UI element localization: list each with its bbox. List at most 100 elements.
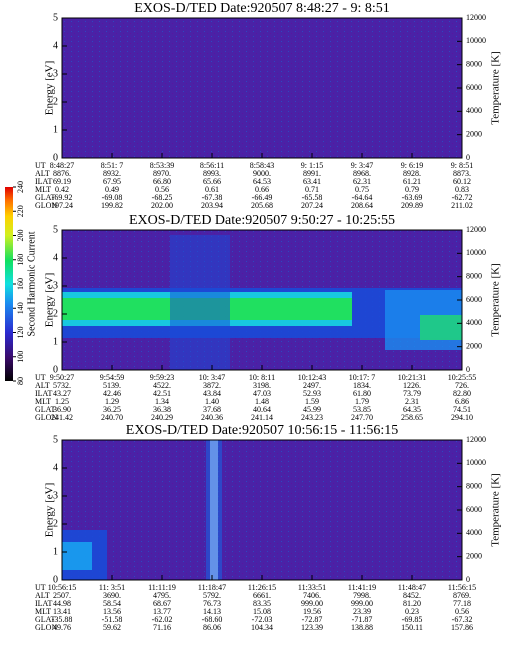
y2-tick-label: 6000 [466,505,482,514]
table-cell: 1226. [403,381,421,390]
table-cell: 14.13 [203,607,221,616]
table-cell: 8452. [403,591,421,600]
y-axis-label: Energy [eV] [44,483,56,537]
table-cell: -62.72 [452,193,473,202]
y2-tick-label: 0 [466,575,470,584]
table-cell: 36.25 [103,405,121,414]
table-cell: 150.11 [401,623,423,632]
table-cell: 11:11:19 [148,583,176,592]
table-cell: -63.69 [402,193,423,202]
table-cell: 1.79 [355,397,369,406]
table-cell: 11:26:15 [248,583,276,592]
table-cell: 0.79 [405,185,419,194]
table-cell: 66.80 [153,177,171,186]
table-cell: 294.10 [451,413,473,422]
table-cell: 10:21:31 [398,373,426,382]
table-cell: 9:54:59 [100,373,124,382]
table-cell: 8:48:27 [50,161,74,170]
table-cell: 4522. [153,381,171,390]
table-cell: -64.64 [352,193,373,202]
table-cell: 10:12:43 [298,373,326,382]
table-cell: 23.39 [353,607,371,616]
intensity-region [420,315,462,340]
table-cell: 64.35 [403,405,421,414]
y2-tick-label: 8000 [466,59,482,68]
table-cell: 138.88 [351,623,373,632]
table-cell: 0.71 [305,185,319,194]
table-cell: 13.41 [53,607,71,616]
row-label: GLAT [35,405,56,414]
table-cell: 43.27 [53,389,71,398]
y-tick-label: 5 [53,224,58,235]
table-cell: 82.80 [453,389,471,398]
table-cell: 4795. [153,591,171,600]
y2-axis-label: Temperature [K] [490,263,502,336]
table-cell: 86.06 [203,623,221,632]
colorbar-tick-label: 100 [16,351,25,363]
table-cell: -68.25 [152,193,173,202]
table-cell: 73.79 [403,389,421,398]
table-cell: 60.12 [453,177,471,186]
table-cell: 0.56 [155,185,169,194]
table-cell: 8:58:43 [250,161,274,170]
y-tick-label: 0 [53,152,58,163]
table-cell: 0.42 [55,185,69,194]
y-tick-label: 4 [53,462,58,473]
y2-tick-label: 8000 [466,271,482,280]
table-cell: 9: 3:47 [351,161,373,170]
y2-axis-label: Temperature [K] [490,473,502,546]
table-cell: -62.02 [152,615,173,624]
panel-title: EXOS-D/TED Date:920507 9:50:27 - 10:25:5… [129,213,395,228]
table-cell: 202.00 [151,201,173,210]
table-cell: 68.67 [153,599,171,608]
y2-tick-label: 2000 [466,551,482,560]
table-cell: 2497. [303,381,321,390]
intensity-region [206,440,222,580]
table-cell: 8968. [353,169,371,178]
row-label: ALT [35,591,50,600]
table-cell: 6661. [253,591,271,600]
table-cell: 9: 6:19 [401,161,423,170]
colorbar-tick-label: 200 [16,230,25,242]
table-cell: 197.24 [51,201,73,210]
row-label: GLON [35,623,57,632]
table-cell: 44.98 [53,599,71,608]
table-cell: 726. [455,381,469,390]
table-cell: 11:41:19 [348,583,376,592]
table-cell: 7406. [303,591,321,600]
y-tick-label: 1 [53,336,58,347]
colorbar [5,187,13,381]
row-label: ILAT [35,599,52,608]
table-cell: 241.14 [251,413,273,422]
table-cell: 7998. [353,591,371,600]
table-cell: 10: 8:11 [249,373,275,382]
table-cell: 0.75 [355,185,369,194]
table-cell: 247.70 [351,413,373,422]
table-cell: 13.77 [153,607,171,616]
row-label: MLT [35,397,51,406]
y2-axis-label: Temperature [K] [490,51,502,124]
table-cell: 5732. [53,381,71,390]
y-tick-label: 5 [53,12,58,23]
table-cell: -69.92 [52,193,73,202]
table-cell: 76.73 [203,599,221,608]
y-tick-label: 3 [53,490,58,501]
panel-title: EXOS-D/TED Date:920507 8:48:27 - 9: 8:51 [134,1,389,16]
table-cell: 61.80 [353,389,371,398]
colorbar-tick-label: 240 [16,181,25,193]
y2-tick-label: 10000 [466,458,486,467]
y-tick-label: 0 [53,364,58,375]
table-cell: 211.02 [451,201,473,210]
colorbar-tick-label: 120 [16,327,25,339]
table-cell: 58.54 [103,599,121,608]
table-cell: 0.61 [205,185,219,194]
table-cell: 9: 1:15 [301,161,323,170]
table-cell: 8:53:39 [150,161,174,170]
table-cell: 123.39 [301,623,323,632]
y2-tick-label: 12000 [466,435,486,444]
table-cell: 11: 3:51 [99,583,125,592]
table-cell: 6.86 [455,397,469,406]
row-label: ILAT [35,177,52,186]
table-cell: 19.56 [303,607,321,616]
